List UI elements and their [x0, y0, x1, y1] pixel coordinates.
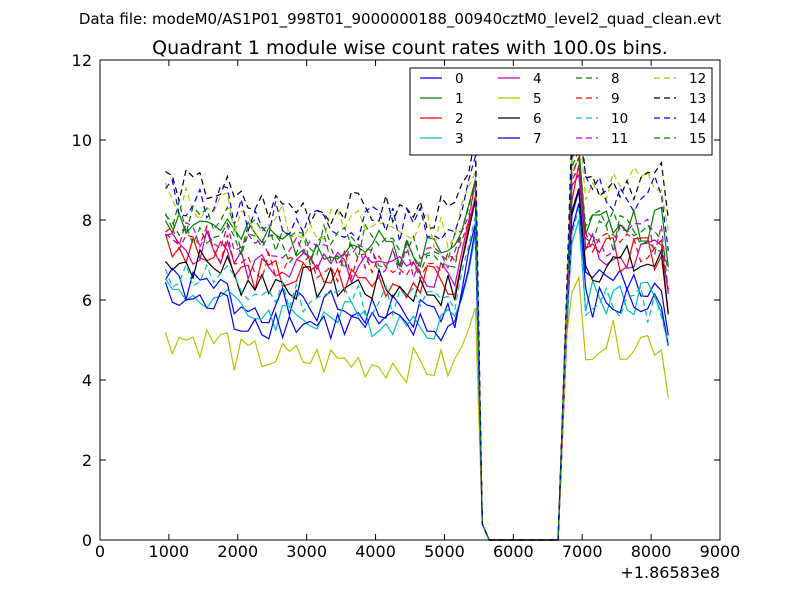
- x-tick-label: 4000: [355, 542, 396, 561]
- legend-box: [409, 67, 713, 156]
- y-tick-label: 8: [82, 211, 92, 230]
- legend-label-1: 1: [455, 91, 464, 107]
- legend-label-4: 4: [533, 71, 542, 87]
- legend-label-10: 10: [611, 111, 628, 127]
- series-line-10: [164, 207, 669, 541]
- chart-suptitle: Data file: modeM0/AS1P01_998T01_90000001…: [79, 10, 721, 29]
- series-line-9: [165, 156, 669, 541]
- x-tick-label: 2000: [217, 542, 258, 561]
- chart-title: Quadrant 1 module wise count rates with …: [152, 37, 668, 59]
- series-line-15: [164, 150, 669, 541]
- legend-label-7: 7: [533, 131, 542, 147]
- series-line-4: [165, 172, 669, 541]
- x-tick-label: 6000: [493, 542, 534, 561]
- y-tick-label: 6: [82, 291, 92, 310]
- series-line-6: [164, 188, 669, 541]
- series-line-13: [165, 104, 669, 541]
- y-tick-label: 10: [72, 131, 92, 150]
- series-layer: [164, 104, 669, 541]
- legend-label-8: 8: [611, 71, 620, 87]
- y-tick-label: 2: [82, 451, 92, 470]
- series-line-5: [164, 275, 669, 541]
- legend-label-14: 14: [689, 111, 706, 127]
- x-tick-label: 5000: [424, 542, 465, 561]
- series-line-2: [164, 164, 669, 541]
- series-line-7: [164, 203, 669, 541]
- x-tick-label: 7000: [562, 542, 603, 561]
- x-tick-label: 3000: [286, 542, 327, 561]
- x-tick-label: 8000: [631, 542, 672, 561]
- legend-label-5: 5: [533, 91, 542, 107]
- y-tick-label: 0: [82, 531, 92, 550]
- legend-label-0: 0: [455, 71, 464, 87]
- legend-label-11: 11: [611, 131, 628, 147]
- legend-label-2: 2: [455, 111, 464, 127]
- legend-label-3: 3: [455, 131, 464, 147]
- legend-label-13: 13: [689, 91, 706, 107]
- legend-label-9: 9: [611, 91, 620, 107]
- legend-label-12: 12: [689, 71, 706, 87]
- x-offset-label: +1.86583e8: [620, 563, 720, 582]
- x-tick-label: 1000: [149, 542, 190, 561]
- series-line-12: [164, 121, 669, 541]
- legend-label-15: 15: [689, 131, 706, 147]
- series-line-14: [164, 123, 669, 541]
- x-tick-label: 9000: [700, 542, 741, 561]
- tick-layer: 0 1000 2000 3000 4000 5000 6000 7000 8000 9000 0 2 4…: [72, 51, 741, 561]
- y-tick-label: 4: [82, 371, 92, 390]
- legend-label-6: 6: [533, 111, 542, 127]
- x-tick-label: 0: [95, 542, 105, 561]
- y-tick-label: 12: [72, 51, 92, 70]
